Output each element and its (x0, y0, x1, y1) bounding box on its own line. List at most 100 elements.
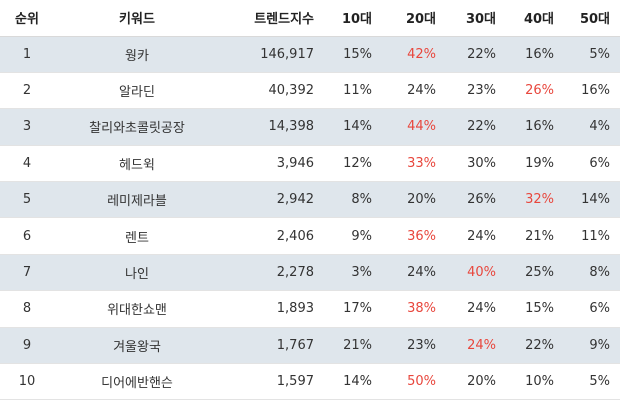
column-header-rank: 순위 (0, 0, 54, 37)
trend-index-cell: 146,917 (260, 46, 314, 62)
age-30s-cell: 22% (467, 119, 496, 135)
age-30s-cell: 20% (467, 374, 496, 390)
rank-cell: 7 (22, 265, 32, 281)
table-row: 5 레미제라블 2,942 8% 20% 26% 32% 14% (0, 181, 620, 218)
age-30s-cell: 24% (467, 337, 496, 353)
age-10s-cell: 17% (343, 301, 372, 317)
trend-index-cell: 2,942 (276, 192, 314, 208)
rank-cell: 5 (22, 192, 32, 208)
age-50s-cell: 11% (581, 228, 610, 244)
rank-cell: 6 (22, 228, 32, 244)
keyword-cell: 나인 (125, 267, 149, 283)
age-50s-cell: 6% (589, 301, 610, 317)
table-row: 2 알라딘 40,392 11% 24% 23% 26% 16% (0, 72, 620, 109)
keyword-cell: 알라딘 (119, 85, 155, 101)
table-row: 7 나인 2,278 3% 24% 40% 25% 8% (0, 254, 620, 291)
rank-cell: 8 (22, 301, 32, 317)
age-10s-cell: 8% (351, 192, 372, 208)
age-10s-cell: 9% (351, 228, 372, 244)
age-20s-cell: 44% (407, 119, 436, 135)
age-40s-cell: 15% (525, 301, 554, 317)
age-20s-cell: 50% (407, 374, 436, 390)
age-10s-cell: 15% (343, 46, 372, 62)
column-header-keyword: 키워드 (54, 0, 220, 37)
table-row: 4 헤드윅 3,946 12% 33% 30% 19% 6% (0, 145, 620, 182)
age-40s-cell: 16% (525, 46, 554, 62)
column-header-10s: 10대 (324, 0, 382, 37)
rank-cell: 3 (22, 119, 32, 135)
age-50s-cell: 16% (581, 83, 610, 99)
keyword-cell: 웡카 (125, 48, 149, 64)
age-50s-cell: 9% (589, 337, 610, 353)
age-50s-cell: 6% (589, 155, 610, 171)
keyword-cell: 겨울왕국 (113, 339, 161, 355)
column-header-30s: 30대 (446, 0, 506, 37)
table-row: 9 겨울왕국 1,767 21% 23% 24% 22% 9% (0, 327, 620, 364)
age-20s-cell: 24% (407, 265, 436, 281)
age-50s-cell: 14% (581, 192, 610, 208)
age-40s-cell: 22% (525, 337, 554, 353)
trend-index-cell: 40,392 (268, 83, 315, 99)
column-header-40s: 40대 (506, 0, 564, 37)
age-50s-cell: 4% (589, 119, 610, 135)
age-40s-cell: 16% (525, 119, 554, 135)
age-10s-cell: 11% (343, 83, 372, 99)
age-10s-cell: 14% (343, 374, 372, 390)
rank-cell: 1 (22, 46, 32, 62)
column-header-50s: 50대 (564, 0, 620, 37)
age-20s-cell: 33% (407, 155, 436, 171)
table-row: 6 렌트 2,406 9% 36% 24% 21% 11% (0, 218, 620, 255)
age-10s-cell: 12% (343, 155, 372, 171)
table-header-row: 순위 키워드 트렌드지수 10대 20대 30대 40대 50대 (0, 0, 620, 37)
age-40s-cell: 10% (525, 374, 554, 390)
keyword-cell: 렌트 (125, 230, 149, 246)
age-30s-cell: 22% (467, 46, 496, 62)
age-20s-cell: 24% (407, 83, 436, 99)
keyword-cell: 디어에반핸슨 (101, 376, 173, 392)
age-20s-cell: 23% (407, 337, 436, 353)
age-20s-cell: 42% (407, 46, 436, 62)
keyword-cell: 레미제라블 (107, 194, 167, 210)
rank-cell: 10 (18, 374, 36, 390)
table-row: 10 디어에반핸슨 1,597 14% 50% 20% 10% 5% (0, 364, 620, 400)
age-10s-cell: 21% (343, 337, 372, 353)
trend-index-cell: 2,406 (276, 228, 314, 244)
trend-index-cell: 2,278 (276, 265, 314, 281)
age-40s-cell: 19% (525, 155, 554, 171)
trend-index-cell: 1,893 (276, 301, 314, 317)
age-30s-cell: 24% (467, 228, 496, 244)
keyword-cell: 헤드윅 (119, 157, 155, 173)
age-30s-cell: 23% (467, 83, 496, 99)
trend-index-cell: 1,597 (276, 374, 314, 390)
age-50s-cell: 8% (589, 265, 610, 281)
table-row: 8 위대한쇼맨 1,893 17% 38% 24% 15% 6% (0, 291, 620, 328)
age-20s-cell: 38% (407, 301, 436, 317)
keyword-cell: 위대한쇼맨 (107, 303, 167, 319)
age-40s-cell: 21% (525, 228, 554, 244)
table-row: 1 웡카 146,917 15% 42% 22% 16% 5% (0, 36, 620, 73)
age-30s-cell: 30% (467, 155, 496, 171)
age-40s-cell: 25% (525, 265, 554, 281)
trend-index-cell: 3,946 (276, 155, 314, 171)
age-30s-cell: 40% (467, 265, 496, 281)
table-row: 3 찰리와초콜릿공장 14,398 14% 44% 22% 16% 4% (0, 108, 620, 146)
rank-cell: 4 (22, 155, 32, 171)
column-header-trend-index: 트렌드지수 (220, 0, 324, 37)
age-10s-cell: 3% (351, 265, 372, 281)
keyword-cell: 찰리와초콜릿공장 (89, 121, 185, 137)
rank-cell: 2 (22, 83, 32, 99)
rank-cell: 9 (22, 337, 32, 353)
age-40s-cell: 32% (525, 192, 554, 208)
age-30s-cell: 24% (467, 301, 496, 317)
age-20s-cell: 36% (407, 228, 436, 244)
age-30s-cell: 26% (467, 192, 496, 208)
age-50s-cell: 5% (589, 46, 610, 62)
age-50s-cell: 5% (589, 374, 610, 390)
age-20s-cell: 20% (407, 192, 436, 208)
column-header-20s: 20대 (382, 0, 446, 37)
age-10s-cell: 14% (343, 119, 372, 135)
trend-index-cell: 14,398 (268, 119, 315, 135)
age-40s-cell: 26% (525, 83, 554, 99)
trend-index-cell: 1,767 (276, 337, 314, 353)
